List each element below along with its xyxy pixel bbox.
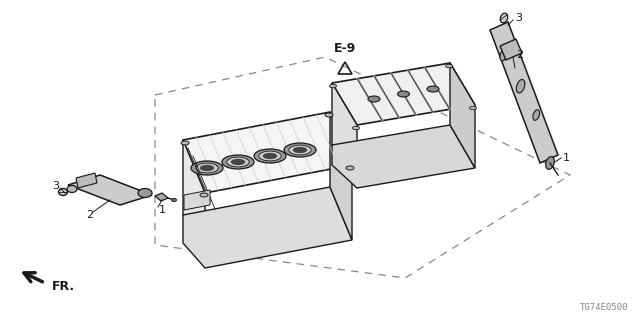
Text: 1: 1 xyxy=(563,153,570,163)
Ellipse shape xyxy=(181,141,189,145)
Ellipse shape xyxy=(231,159,245,165)
Polygon shape xyxy=(332,83,357,170)
Ellipse shape xyxy=(330,84,337,88)
Ellipse shape xyxy=(191,161,223,175)
Ellipse shape xyxy=(346,166,354,170)
Ellipse shape xyxy=(293,147,307,153)
Polygon shape xyxy=(183,187,352,268)
Ellipse shape xyxy=(200,165,214,171)
Ellipse shape xyxy=(196,163,218,173)
Ellipse shape xyxy=(470,106,477,110)
Text: 3: 3 xyxy=(515,13,522,23)
Polygon shape xyxy=(332,125,475,188)
Ellipse shape xyxy=(427,86,439,92)
Polygon shape xyxy=(155,193,168,201)
Ellipse shape xyxy=(263,153,277,159)
Ellipse shape xyxy=(58,188,67,196)
Ellipse shape xyxy=(368,96,380,102)
Polygon shape xyxy=(68,175,152,205)
Ellipse shape xyxy=(325,113,333,117)
Text: 2: 2 xyxy=(86,210,93,220)
Ellipse shape xyxy=(500,49,508,61)
Polygon shape xyxy=(330,112,352,240)
Ellipse shape xyxy=(254,149,286,163)
Polygon shape xyxy=(450,63,475,168)
Polygon shape xyxy=(490,22,558,163)
Polygon shape xyxy=(332,63,475,125)
Ellipse shape xyxy=(533,110,540,120)
Ellipse shape xyxy=(445,64,452,68)
Polygon shape xyxy=(183,140,205,240)
Ellipse shape xyxy=(546,157,554,169)
Ellipse shape xyxy=(138,188,152,197)
Text: TG74E0500: TG74E0500 xyxy=(580,303,628,312)
Ellipse shape xyxy=(222,155,254,169)
Ellipse shape xyxy=(67,186,77,193)
Ellipse shape xyxy=(500,13,508,23)
Text: E-9: E-9 xyxy=(334,42,356,54)
Ellipse shape xyxy=(289,145,311,155)
Ellipse shape xyxy=(259,151,281,161)
Ellipse shape xyxy=(397,91,410,97)
Text: 2: 2 xyxy=(516,50,523,60)
Polygon shape xyxy=(500,39,522,60)
Ellipse shape xyxy=(353,126,360,130)
Ellipse shape xyxy=(227,157,249,167)
Ellipse shape xyxy=(516,79,525,93)
Ellipse shape xyxy=(200,193,208,197)
Ellipse shape xyxy=(172,198,177,202)
Polygon shape xyxy=(184,190,210,210)
Polygon shape xyxy=(76,173,97,188)
Text: FR.: FR. xyxy=(52,279,75,292)
Text: 1: 1 xyxy=(159,205,166,215)
Polygon shape xyxy=(183,112,352,193)
Ellipse shape xyxy=(284,143,316,157)
Text: 3: 3 xyxy=(52,181,60,191)
